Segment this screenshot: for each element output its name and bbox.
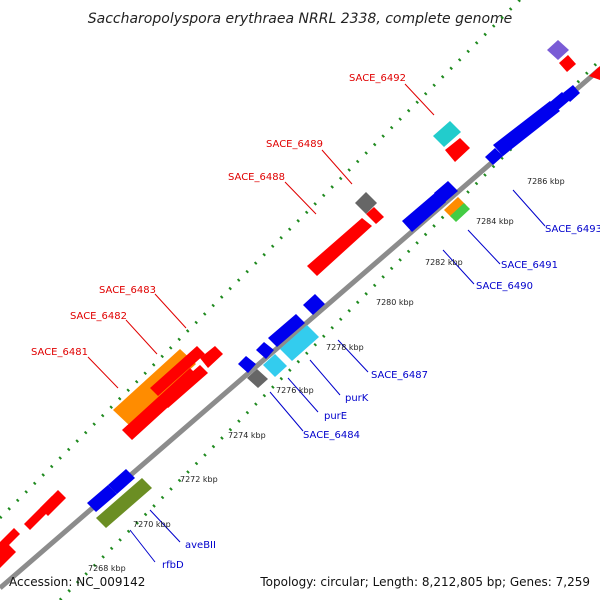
leader-sace-6491 <box>467 229 501 265</box>
label-pure[interactable]: purE <box>324 411 347 422</box>
leader-sace-6492 <box>404 83 435 116</box>
gene-feature-red[interactable] <box>589 66 600 80</box>
label-sace-6492[interactable]: SACE_6492 <box>349 73 406 84</box>
tick-7272: 7272 kbp <box>180 475 218 484</box>
gene-feature-blue[interactable] <box>485 148 503 165</box>
tick-7270: 7270 kbp <box>133 520 171 529</box>
leader-sace-6482 <box>125 319 158 355</box>
gene-feature-blue[interactable] <box>268 314 305 347</box>
leader-pure <box>287 377 319 413</box>
top-gene-labels: SACE_6481 SACE_6482 SACE_6483 SACE_6488 … <box>31 73 406 358</box>
leader-avebii <box>149 509 181 543</box>
gene-feature-orange[interactable] <box>444 197 466 218</box>
gene-feature-red[interactable] <box>40 490 66 516</box>
label-sace-6488[interactable]: SACE_6488 <box>228 172 285 183</box>
leader-sace-6493 <box>512 189 546 227</box>
gene-feature-blue[interactable] <box>549 92 570 111</box>
gene-feature-cyan[interactable] <box>263 354 287 377</box>
gene-feature-cyan[interactable] <box>280 325 319 361</box>
bottom-gene-labels: rfbD aveBII SACE_6484 purE purK SACE_648… <box>162 224 600 571</box>
leader-purk <box>309 359 341 396</box>
tick-7284: 7284 kbp <box>476 217 514 226</box>
gene-feature-gray[interactable] <box>247 369 268 388</box>
gene-feature-red[interactable] <box>150 346 205 396</box>
tick-7268: 7268 kbp <box>88 564 126 573</box>
leader-sace-6481 <box>87 356 119 389</box>
gene-feature-purple[interactable] <box>547 40 569 60</box>
leader-sace-6483 <box>154 293 187 329</box>
leader-sace-6487 <box>337 339 369 373</box>
tick-7282: 7282 kbp <box>425 258 463 267</box>
bottom-strand-genes <box>0 85 580 568</box>
label-sace-6487[interactable]: SACE_6487 <box>371 370 428 381</box>
leader-sace-6489 <box>321 149 353 185</box>
gene-feature-blue[interactable] <box>87 485 117 512</box>
gene-feature-blue[interactable] <box>256 342 274 359</box>
gene-feature-red[interactable] <box>200 346 223 368</box>
leader-sace-6490 <box>442 249 475 285</box>
leader-sace-6488 <box>284 181 317 215</box>
gene-feature-blue[interactable] <box>238 356 256 373</box>
leader-rfbd <box>129 529 156 563</box>
gene-feature-gray[interactable] <box>355 192 377 214</box>
tick-7276: 7276 kbp <box>276 386 314 395</box>
gene-feature-red[interactable] <box>160 365 208 408</box>
leader-lines <box>87 83 546 563</box>
leader-sace-6484 <box>269 391 304 432</box>
label-sace-6491[interactable]: SACE_6491 <box>501 260 558 271</box>
gene-feature-olive[interactable] <box>96 478 152 528</box>
label-sace-6484[interactable]: SACE_6484 <box>303 430 360 441</box>
tick-7286: 7286 kbp <box>527 177 565 186</box>
genome-summary-text: Topology: circular; Length: 8,212,805 bp… <box>259 575 590 589</box>
gene-feature-blue[interactable] <box>108 469 135 494</box>
gene-feature-red[interactable] <box>0 544 16 568</box>
label-avebii[interactable]: aveBII <box>185 540 216 551</box>
top-strand-genes <box>0 40 600 554</box>
gene-feature-blue[interactable] <box>402 192 446 232</box>
accession-text: Accession: NC_009142 <box>9 575 145 589</box>
gene-feature-blue[interactable] <box>563 85 580 102</box>
tick-7274: 7274 kbp <box>228 431 266 440</box>
label-rfbd[interactable]: rfbD <box>162 560 184 571</box>
tick-labels: 7268 kbp 7270 kbp 7272 kbp 7274 kbp 7276… <box>88 177 565 573</box>
label-sace-6483[interactable]: SACE_6483 <box>99 285 156 296</box>
tick-7280: 7280 kbp <box>376 298 414 307</box>
label-purk[interactable]: purK <box>345 393 369 404</box>
label-sace-6490[interactable]: SACE_6490 <box>476 281 533 292</box>
gene-feature-teal[interactable] <box>433 121 461 147</box>
gene-feature-red[interactable] <box>366 207 384 224</box>
label-sace-6489[interactable]: SACE_6489 <box>266 139 323 150</box>
gene-feature-blue[interactable] <box>303 294 325 315</box>
gene-feature-red[interactable] <box>559 55 576 72</box>
gene-feature-red[interactable] <box>445 138 470 162</box>
label-sace-6481[interactable]: SACE_6481 <box>31 347 88 358</box>
gene-feature-blue[interactable] <box>493 101 560 156</box>
gene-feature-green[interactable] <box>450 203 470 222</box>
label-sace-6493[interactable]: SACE_6493 <box>545 224 600 235</box>
label-sace-6482[interactable]: SACE_6482 <box>70 311 127 322</box>
tick-7278: 7278 kbp <box>326 343 364 352</box>
gene-feature-red[interactable] <box>307 218 372 276</box>
map-title: Saccharopolyspora erythraea NRRL 2338, c… <box>88 11 513 27</box>
gene-feature-blue[interactable] <box>434 181 458 203</box>
